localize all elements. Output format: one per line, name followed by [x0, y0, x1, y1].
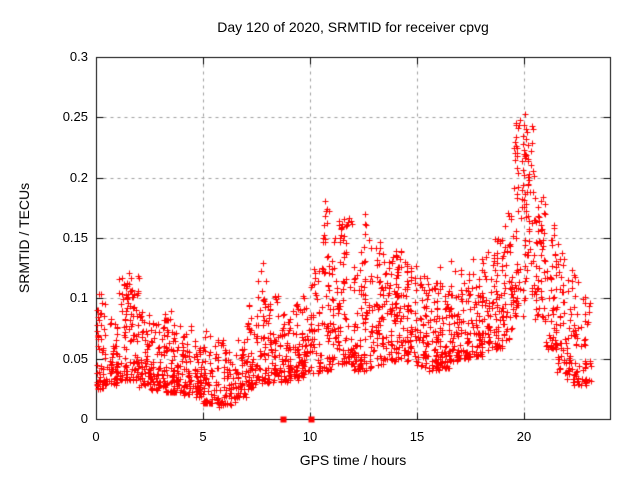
y-tick-label: 0: [80, 411, 88, 426]
x-tick-label: 20: [516, 429, 532, 444]
y-tick-label: 0.15: [62, 230, 88, 245]
x-axis-label: GPS time / hours: [299, 452, 407, 468]
y-tick-label: 0.05: [62, 351, 88, 366]
y-tick-label: 0.1: [69, 290, 88, 305]
x-tick-label: 0: [92, 429, 100, 444]
y-tick-label: 0.3: [69, 49, 88, 64]
x-tick-label: 10: [302, 429, 318, 444]
x-tick-label: 15: [409, 429, 425, 444]
x-tick-label: 5: [199, 429, 207, 444]
y-tick-label: 0.2: [69, 170, 88, 185]
y-tick-label: 0.25: [62, 109, 88, 124]
chart-title: Day 120 of 2020, SRMTID for receiver cpv…: [217, 19, 489, 35]
